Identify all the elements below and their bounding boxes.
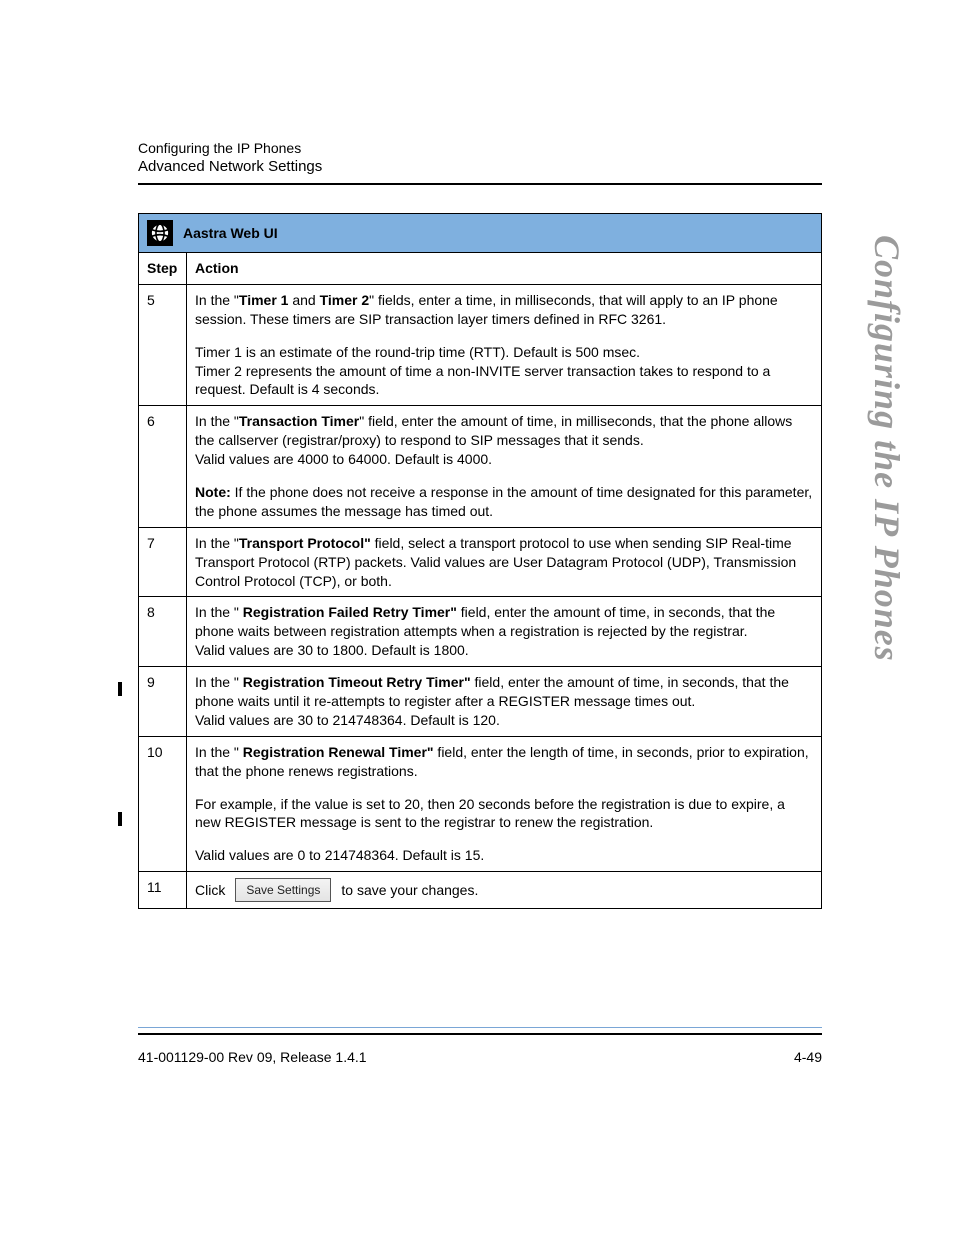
footer-divider xyxy=(138,1033,822,1035)
table-row: 8 In the " Registration Failed Retry Tim… xyxy=(139,597,822,667)
table-header-row: Step Action xyxy=(139,253,822,285)
header-chapter: Configuring the IP Phones xyxy=(138,140,894,156)
side-chapter-title: Configuring the IP Phones xyxy=(866,235,908,662)
step-number: 9 xyxy=(139,667,187,737)
header-section: Advanced Network Settings xyxy=(138,158,894,175)
procedure-table: Aastra Web UI Step Action 5 In the "Time… xyxy=(138,213,822,909)
globe-icon xyxy=(147,220,173,246)
footer-divider-thin xyxy=(138,1027,822,1028)
step-action: In the " Registration Renewal Timer" fie… xyxy=(187,736,822,871)
step-number: 6 xyxy=(139,406,187,527)
col-step-header: Step xyxy=(139,253,187,285)
click-label: Click xyxy=(195,881,225,900)
footer-docid: 41-001129-00 Rev 09, Release 1.4.1 xyxy=(138,1049,367,1065)
change-bar-icon xyxy=(118,812,122,826)
table-row: 6 In the "Transaction Timer" field, ente… xyxy=(139,406,822,527)
step-number: 7 xyxy=(139,527,187,597)
table-row: 5 In the "Timer 1 and Timer 2" fields, e… xyxy=(139,284,822,405)
step-action: In the "Transport Protocol" field, selec… xyxy=(187,527,822,597)
step-number: 11 xyxy=(139,872,187,909)
header-divider xyxy=(138,183,822,185)
table-title: Aastra Web UI xyxy=(183,224,278,243)
step-action: Click Save Settings to save your changes… xyxy=(187,872,822,909)
table-row: 10 In the " Registration Renewal Timer" … xyxy=(139,736,822,871)
save-settings-button[interactable]: Save Settings xyxy=(235,878,331,902)
footer-page-number: 4-49 xyxy=(794,1049,822,1065)
table-row: 7 In the "Transport Protocol" field, sel… xyxy=(139,527,822,597)
step-number: 8 xyxy=(139,597,187,667)
table-row: 11 Click Save Settings to save your chan… xyxy=(139,872,822,909)
click-after-label: to save your changes. xyxy=(341,881,478,900)
col-action-header: Action xyxy=(187,253,822,285)
step-number: 5 xyxy=(139,284,187,405)
step-number: 10 xyxy=(139,736,187,871)
step-action: In the " Registration Failed Retry Timer… xyxy=(187,597,822,667)
step-action: In the "Transaction Timer" field, enter … xyxy=(187,406,822,527)
step-action: In the " Registration Timeout Retry Time… xyxy=(187,667,822,737)
step-action: In the "Timer 1 and Timer 2" fields, ent… xyxy=(187,284,822,405)
table-row: 9 In the " Registration Timeout Retry Ti… xyxy=(139,667,822,737)
change-bar-icon xyxy=(118,682,122,696)
table-title-cell: Aastra Web UI xyxy=(139,214,822,253)
